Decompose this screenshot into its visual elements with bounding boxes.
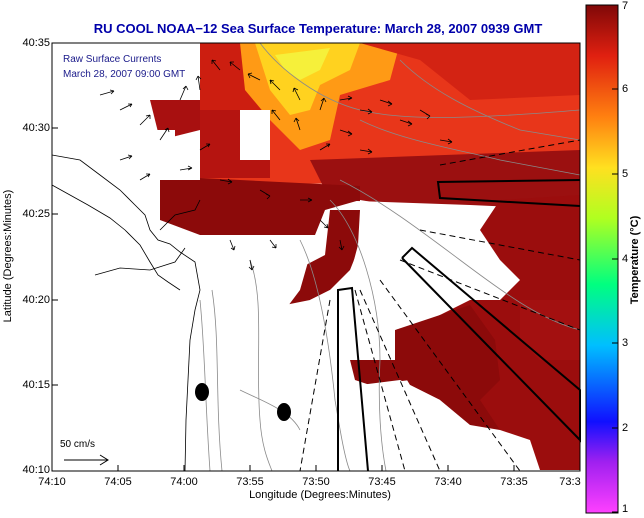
current-vectors [99, 59, 453, 271]
colorbar-tick-label: 4 [622, 253, 629, 265]
x-axis-label: Longitude (Degrees:Minutes) [249, 489, 391, 501]
x-tick-label: 74:00 [170, 476, 198, 488]
x-tick-label: 74:10 [38, 476, 66, 488]
colorbar-ticks [612, 4, 618, 513]
colorbar-tick-label: 5 [622, 168, 629, 180]
x-tick-label: 74:05 [104, 476, 132, 488]
x-tick-label: 73:45 [368, 476, 396, 488]
x-tick-label: 73:40 [434, 476, 462, 488]
map-title: RU COOL NOAA−12 Sea Surface Temperature:… [93, 21, 543, 36]
scale-label: 50 cm/s [60, 439, 96, 450]
y-tick-label: 40:25 [22, 208, 50, 220]
bathymetry-contours [199, 42, 581, 472]
raw-currents-date: March 28, 2007 09:00 GMT [63, 69, 186, 80]
colorbar-label: Temperature (°C) [629, 215, 641, 305]
colorbar-tick-label: 7 [622, 0, 629, 12]
x-tick-label: 73:3 [559, 476, 581, 488]
x-tick-label: 73:55 [236, 476, 264, 488]
axis-ticks [51, 42, 515, 472]
shipping-lanes [299, 139, 581, 472]
y-tick-label: 40:10 [22, 464, 50, 476]
y-tick-label: 40:20 [22, 294, 50, 306]
raw-currents-label: Raw Surface Currents [63, 54, 162, 65]
y-axis-label: Latitude (Degrees:Minutes) [2, 189, 14, 323]
y-tick-label: 40:30 [22, 122, 50, 134]
coastline [51, 154, 201, 472]
colorbar-tick-label: 2 [622, 422, 629, 434]
site-marker [195, 383, 209, 401]
x-tick-label: 73:35 [500, 476, 528, 488]
sst-field [150, 43, 580, 470]
colorbar-tick-label: 3 [622, 337, 629, 349]
land-mask [52, 43, 520, 471]
site-marker [277, 403, 291, 421]
colorbar-tick-label: 6 [622, 83, 629, 95]
y-tick-label: 40:15 [22, 379, 50, 391]
colorbar-tick-label: 1 [622, 503, 629, 515]
x-tick-label: 73:50 [302, 476, 330, 488]
y-tick-label: 40:35 [22, 37, 50, 49]
scale-arrow [64, 454, 109, 466]
